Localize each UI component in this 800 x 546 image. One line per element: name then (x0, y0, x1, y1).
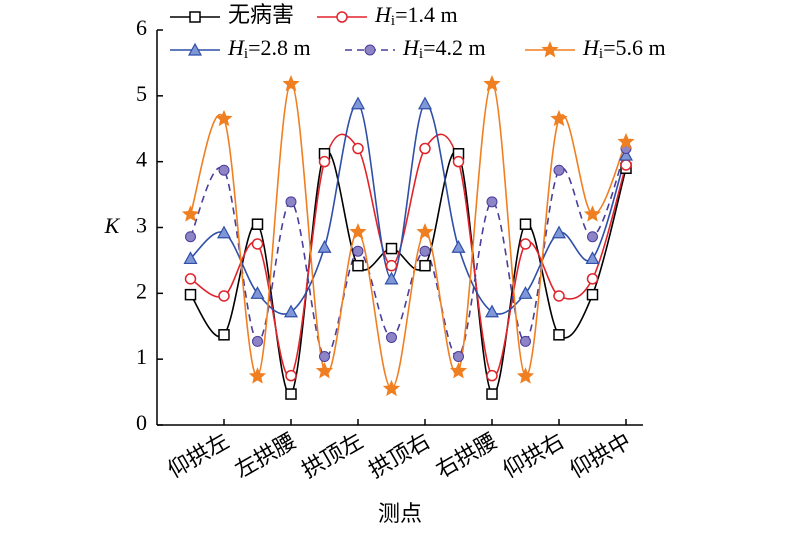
marker (248, 367, 267, 384)
marker (352, 259, 364, 272)
marker (550, 109, 568, 127)
marker (285, 369, 297, 382)
marker (453, 351, 464, 363)
marker (449, 361, 468, 379)
y-tick-label: 4 (136, 147, 147, 172)
marker (586, 273, 599, 285)
series-line (189, 83, 627, 390)
y-tick-label: 5 (136, 81, 147, 106)
marker (364, 44, 376, 56)
y-tick-label: 6 (136, 15, 147, 40)
marker (419, 142, 431, 155)
marker (417, 96, 433, 110)
marker (184, 288, 197, 301)
marker (218, 329, 230, 341)
marker (553, 329, 565, 341)
x-tick-label: 仰拱中 (565, 428, 635, 483)
marker (516, 367, 535, 384)
marker (385, 259, 398, 272)
marker (386, 331, 397, 343)
marker (349, 223, 367, 240)
marker (486, 196, 498, 208)
marker (451, 239, 466, 253)
marker (352, 142, 364, 155)
marker (419, 259, 431, 272)
marker (586, 288, 599, 301)
marker (352, 245, 364, 257)
legend-label: Hi=2.8 m (227, 35, 311, 62)
marker (283, 304, 299, 318)
x-tick-label: 拱顶右 (364, 428, 434, 483)
marker (350, 96, 366, 110)
marker (285, 388, 297, 400)
y-tick-label: 3 (136, 213, 147, 238)
marker (251, 218, 264, 230)
marker (384, 271, 399, 285)
legend-label: 无病害 (228, 2, 294, 27)
marker (419, 245, 431, 257)
y-tick-label: 2 (136, 278, 147, 303)
marker (218, 290, 230, 302)
legend-label: Hi=5.6 m (582, 35, 666, 62)
x-tick-label: 右拱腰 (431, 428, 501, 483)
marker (252, 335, 263, 347)
marker (553, 164, 565, 176)
marker (215, 109, 233, 127)
marker (486, 369, 498, 382)
x-axis-label: 测点 (378, 501, 422, 526)
series-line (190, 133, 627, 378)
series-line (189, 148, 627, 358)
marker (251, 238, 264, 250)
legend-label: Hi=4.2 m (402, 35, 486, 62)
series-line (189, 102, 627, 315)
marker (218, 164, 230, 176)
marker (385, 242, 398, 255)
x-tick-label: 左拱腰 (230, 428, 300, 483)
marker (587, 231, 598, 243)
marker (541, 40, 559, 58)
marker (585, 251, 600, 265)
marker (583, 205, 602, 222)
marker (181, 205, 200, 222)
x-tick-label: 拱顶左 (297, 428, 367, 483)
marker (184, 273, 197, 285)
marker (382, 379, 401, 397)
x-tick-label: 仰拱左 (163, 428, 233, 483)
marker (285, 196, 297, 208)
marker (620, 159, 632, 171)
marker (318, 155, 331, 168)
marker (518, 286, 533, 299)
marker (187, 42, 203, 56)
marker (189, 11, 201, 23)
marker (336, 11, 348, 23)
marker (416, 223, 434, 240)
marker (216, 225, 232, 239)
marker (319, 351, 330, 363)
marker (452, 155, 465, 168)
x-tick-label: 仰拱右 (498, 428, 568, 483)
y-tick-label: 1 (136, 344, 147, 369)
series-line (189, 150, 627, 395)
marker (483, 74, 501, 92)
y-tick-label: 0 (136, 410, 147, 435)
marker (185, 231, 196, 243)
marker (183, 251, 198, 265)
marker (315, 361, 334, 379)
marker (553, 290, 565, 302)
marker (519, 218, 532, 230)
marker (519, 238, 532, 250)
marker (484, 304, 500, 318)
y-axis-label: K (104, 213, 121, 238)
marker (317, 239, 332, 253)
marker (282, 74, 300, 92)
marker (617, 132, 635, 150)
marker (618, 147, 634, 161)
marker (486, 388, 498, 400)
legend-label: Hi=1.4 m (374, 2, 458, 29)
marker (551, 225, 567, 239)
marker (250, 286, 265, 299)
marker (520, 335, 531, 347)
